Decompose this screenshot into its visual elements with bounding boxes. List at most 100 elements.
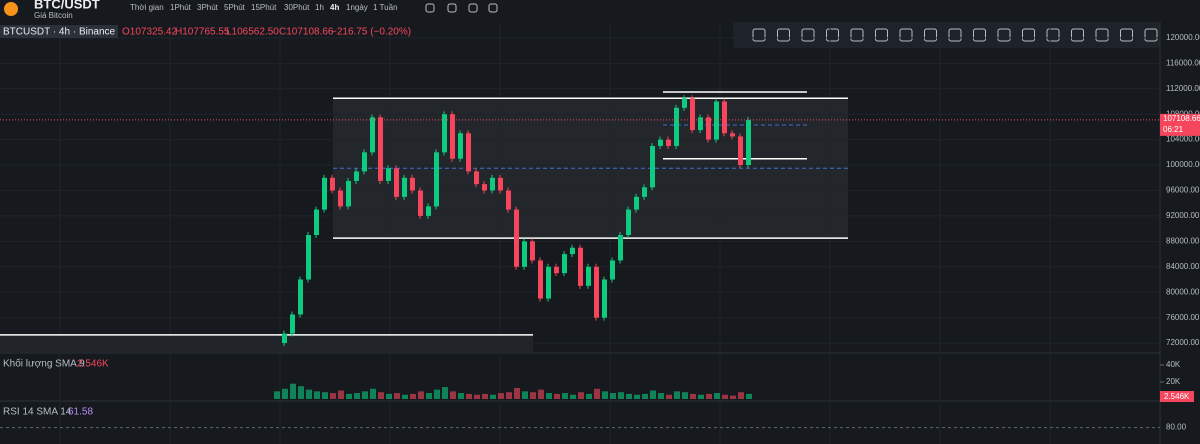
volume-bar: [706, 393, 712, 399]
volume-bar: [738, 392, 744, 399]
candle: [498, 177, 503, 191]
drawing-tool[interactable]: [948, 28, 962, 42]
candle: [674, 107, 679, 146]
volume-bar: [602, 391, 608, 399]
volume-bar: [474, 394, 480, 399]
candle: [618, 235, 623, 261]
volume-bar: [482, 393, 488, 399]
candle: [378, 117, 383, 181]
candle: [410, 177, 415, 191]
volume-bar: [298, 386, 304, 399]
legend-name: BTCUSDT · 4h · Binance: [3, 27, 116, 38]
candle: [314, 209, 319, 236]
y-tick-label: 120000.00: [1166, 33, 1200, 42]
candle: [586, 266, 591, 286]
candle: [594, 266, 599, 318]
volume-bar: [466, 393, 472, 399]
timeframe[interactable]: 4h: [330, 3, 339, 12]
legend-change: −216.75 (−0.20%): [331, 27, 411, 38]
timeframe[interactable]: 30Phút: [284, 3, 310, 12]
drawing-tool[interactable]: [875, 28, 888, 42]
candle: [634, 196, 639, 210]
drawing-tool[interactable]: [1071, 28, 1084, 42]
volume-bar: [586, 393, 592, 399]
timeframe[interactable]: 1ngày: [346, 3, 368, 12]
timeframe[interactable]: 15Phút: [251, 3, 277, 12]
candle: [626, 209, 631, 236]
volume-bar: [506, 392, 512, 399]
volume-bar: [594, 388, 600, 399]
tool-icon[interactable]: [447, 3, 457, 13]
drawing-tool[interactable]: [801, 28, 815, 42]
y-tick-label: 20K: [1166, 377, 1181, 386]
timeframe[interactable]: 3Phút: [197, 3, 219, 12]
drawing-tool[interactable]: [1022, 28, 1035, 42]
volume-bar: [498, 393, 504, 399]
drawing-tool[interactable]: [850, 28, 864, 42]
timeframe[interactable]: 1Phút: [170, 3, 192, 12]
volume-bar: [634, 394, 640, 399]
candle: [458, 133, 463, 159]
rsi-label: RSI 14 SMA 14: [3, 407, 72, 418]
tool-icon[interactable]: [488, 3, 498, 13]
drawing-tool[interactable]: [899, 28, 913, 42]
drawing-tool[interactable]: [752, 28, 766, 42]
candle: [330, 177, 335, 191]
candle: [538, 260, 543, 299]
drawing-tool[interactable]: [1144, 28, 1158, 42]
volume-bar: [578, 392, 584, 399]
countdown: 06:21: [1163, 125, 1184, 134]
candle: [730, 133, 735, 137]
timeframe[interactable]: Thời gian: [130, 3, 164, 12]
volume-bar: [362, 391, 368, 399]
candle: [346, 180, 351, 207]
candle: [522, 241, 527, 267]
drawing-tool[interactable]: [1095, 28, 1109, 42]
candle: [402, 177, 407, 197]
volume-bar: [314, 391, 320, 399]
tool-icon[interactable]: [468, 3, 478, 13]
drawing-tool[interactable]: [1046, 28, 1060, 42]
volume-bar: [690, 393, 696, 399]
drawing-tool[interactable]: [997, 28, 1011, 42]
volume-bar: [698, 394, 704, 399]
volume-bar: [442, 387, 448, 399]
volume-bar: [538, 389, 544, 399]
drawing-tool[interactable]: [826, 28, 839, 42]
drawing-tool[interactable]: [924, 28, 937, 42]
volume-bar: [610, 393, 616, 399]
volume-bar: [394, 393, 400, 399]
candle: [714, 101, 719, 140]
volume-bar: [722, 394, 728, 399]
legend-high: H107765.55: [175, 27, 230, 38]
drawing-tool[interactable]: [973, 28, 986, 42]
volume-bar: [650, 390, 656, 399]
candle: [434, 152, 439, 207]
candle: [554, 266, 559, 274]
volume-bar: [682, 392, 688, 399]
drawing-tool[interactable]: [777, 28, 790, 42]
timeframe[interactable]: 1 Tuần: [373, 3, 397, 12]
candle: [706, 117, 711, 140]
timeframe[interactable]: 5Phút: [224, 3, 246, 12]
legend-box: [0, 25, 118, 38]
timeframe[interactable]: 1h: [315, 3, 324, 12]
candle: [282, 333, 287, 344]
volume-bar: [282, 388, 288, 399]
drawing-tools: [752, 28, 1158, 42]
candle: [418, 190, 423, 216]
candle: [354, 171, 359, 181]
candle: [370, 117, 375, 153]
candle: [530, 241, 535, 261]
volume-bar: [674, 391, 680, 399]
tool-icon[interactable]: [425, 3, 435, 13]
drawing-tool[interactable]: [1120, 28, 1133, 42]
symbol[interactable]: BTC/USDT: [34, 0, 100, 11]
volume-bar: [746, 393, 752, 399]
volume-bar: [530, 392, 536, 399]
volume-bar: [618, 392, 624, 399]
candle: [338, 190, 343, 207]
volume-bar: [378, 392, 384, 399]
candle: [746, 119, 751, 166]
